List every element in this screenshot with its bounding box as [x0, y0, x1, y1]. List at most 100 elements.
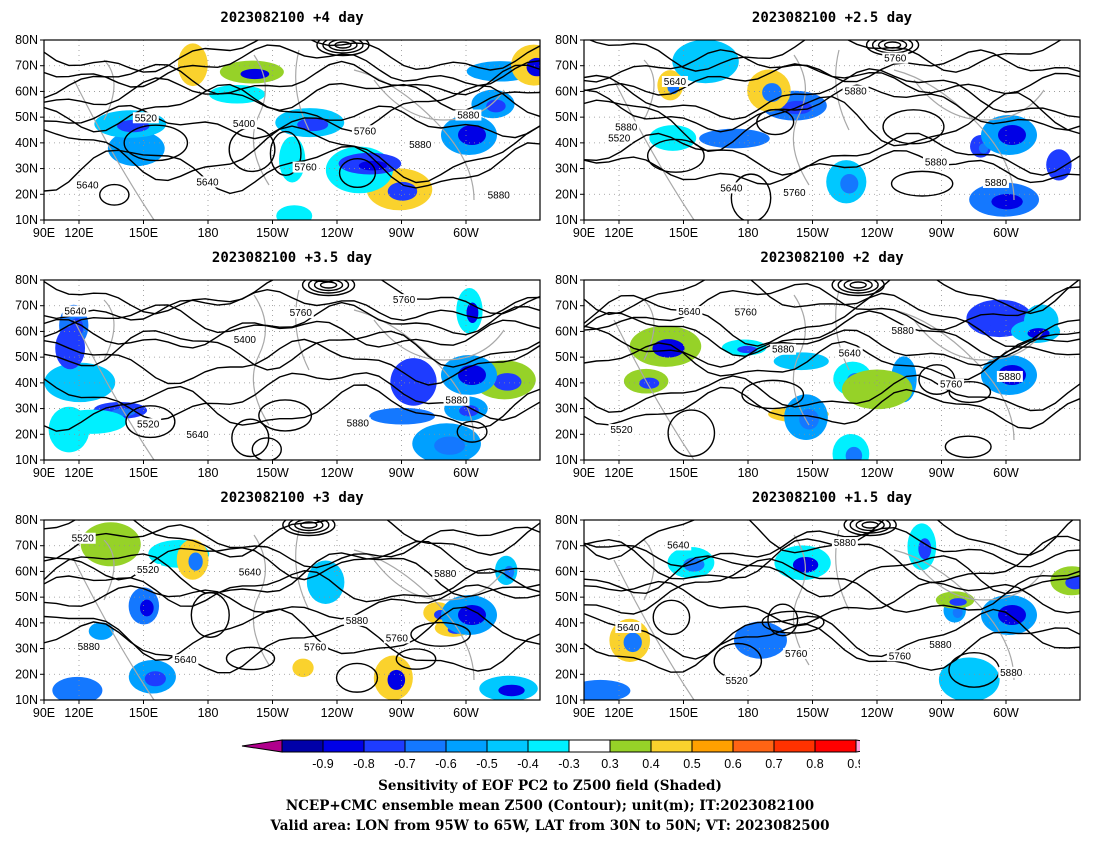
sensitivity-core [991, 193, 1023, 210]
sensitivity-core [486, 99, 506, 113]
z500-closed-contour [125, 405, 176, 439]
contour-label: 5880 [834, 538, 857, 549]
z500-contour [44, 40, 540, 73]
contour-label: 5760 [294, 163, 317, 174]
contour-label-bg [661, 76, 688, 87]
z500-contour [584, 558, 1080, 615]
sensitivity-core [952, 607, 963, 618]
contour-label: 5760 [304, 643, 327, 654]
z500-contour [584, 520, 1074, 561]
colorbar-tick-label: 0.8 [806, 757, 823, 771]
panel-frame [43, 39, 541, 221]
contour-label-bg [723, 675, 750, 687]
colorbar-segment [363, 739, 406, 753]
z500-closed-contour [395, 648, 437, 670]
lat-tick-label: 60N [555, 324, 578, 338]
lon-tick-label: 180 [738, 466, 759, 480]
contour-label: 5520 [608, 133, 631, 144]
z500-closed-contour [300, 521, 318, 529]
contour-label-bg [665, 539, 692, 551]
z500-contour [584, 292, 1080, 348]
lon-tick-label: 60W [993, 226, 1019, 240]
colorbar-segment [773, 739, 816, 753]
lat-tick-label: 40N [15, 376, 38, 390]
lon-tick-label: 90W [389, 706, 415, 720]
sensitivity-core [434, 436, 466, 455]
contour-label-bg [194, 176, 221, 188]
z500-contour [44, 44, 540, 88]
z500-contour [584, 386, 1080, 430]
coastline [613, 529, 1045, 700]
panel-title: 2023082100 +3.5 day [212, 250, 373, 266]
contour-label: 5760 [354, 126, 377, 137]
colorbar-segment [281, 739, 324, 753]
lat-tick-label: 70N [15, 299, 38, 313]
panel-frame [583, 279, 1081, 461]
sensitivity-blob [306, 560, 345, 604]
colorbar-segment [650, 739, 693, 753]
contour-label: 5760 [940, 380, 963, 391]
contour-label: 5760 [783, 188, 806, 199]
sensitivity-core [987, 311, 1018, 329]
lon-tick-label: 60W [993, 466, 1019, 480]
contour-label-bg [923, 156, 950, 168]
lat-tick-label: 60N [15, 324, 38, 338]
contour-label-bg [455, 109, 482, 121]
lat-tick-label: 40N [555, 616, 578, 630]
lon-tick-label: 120W [321, 706, 354, 720]
contour-label: 5520 [137, 419, 160, 430]
z500-closed-contour [269, 130, 302, 177]
sensitivity-blob [584, 679, 631, 700]
sensitivity-core [949, 598, 967, 606]
z500-closed-contour [316, 40, 370, 57]
panel-frame [43, 519, 541, 701]
panel-frame [43, 279, 541, 461]
lat-tick-label: 10N [15, 453, 38, 467]
lat-tick-label: 50N [15, 350, 38, 364]
lon-tick-label: 120E [604, 706, 633, 720]
colorbar-segment [691, 739, 734, 753]
contour-label: 5880 [844, 87, 867, 98]
z500-closed-contour [849, 520, 891, 534]
lat-tick-label: 30N [15, 642, 38, 656]
lon-tick-label: 60W [453, 466, 479, 480]
contour-label-bg [938, 378, 965, 390]
lat-tick-label: 50N [555, 350, 578, 364]
contour-label-bg [889, 325, 916, 337]
sensitivity-blob [841, 369, 913, 410]
z500-contour [44, 104, 540, 140]
z500-contour [44, 280, 540, 315]
sensitivity-core [139, 599, 154, 617]
lon-tick-label: 120E [64, 706, 93, 720]
contour-label: 5640 [186, 430, 209, 441]
lat-tick-label: 10N [555, 213, 578, 227]
lon-tick-label: 90E [33, 466, 55, 480]
lon-tick-label: 60W [993, 706, 1019, 720]
contour-label: 5880 [434, 569, 457, 580]
map-panel: 2023082100 +1.5 day 5640 5640 5520 5760 5880 5… [555, 490, 1081, 720]
lon-tick-label: 90E [573, 706, 595, 720]
z500-contour [44, 288, 540, 322]
colorbar-tick-label: 0.9 [847, 757, 860, 771]
contour-label: 5760 [393, 295, 416, 306]
contour-label: 5880 [772, 345, 795, 356]
sensitivity-blob [52, 676, 103, 700]
lon-tick-label: 180 [738, 226, 759, 240]
z500-contour [44, 318, 540, 349]
z500-closed-contour [843, 280, 873, 292]
lat-tick-label: 30N [555, 402, 578, 416]
lat-tick-label: 80N [555, 273, 578, 287]
contour-label-bg [927, 639, 954, 651]
sensitivity-blob [938, 657, 1000, 700]
z500-closed-contour [861, 521, 879, 529]
contour-label: 5640 [617, 623, 640, 634]
z500-contour [584, 580, 1080, 627]
contour-label-bg [75, 640, 102, 652]
z500-contour [44, 520, 540, 558]
z500-closed-contour [646, 138, 705, 173]
z500-closed-contour [338, 157, 377, 189]
lat-tick-label: 30N [15, 402, 38, 416]
lon-tick-label: 150E [129, 226, 158, 240]
map-panel: 2023082100 +2.5 day 5520 5640 5640 5760 5880 5… [555, 10, 1081, 240]
z500-closed-contour [258, 399, 313, 432]
